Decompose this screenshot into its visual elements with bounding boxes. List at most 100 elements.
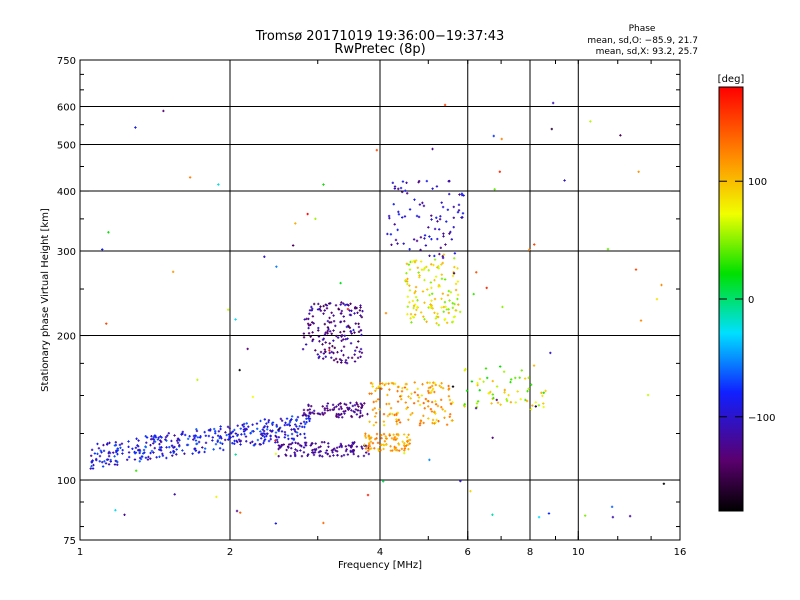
data-point [430,389,434,392]
data-point [118,443,122,447]
data-point [542,402,545,405]
data-point [335,414,338,418]
data-point [378,384,382,388]
data-point [100,451,103,454]
data-point [298,443,302,447]
data-point [265,422,268,425]
data-point [280,419,284,422]
data-point [303,318,306,321]
data-point [359,415,362,418]
data-point [114,459,117,463]
data-point [161,452,164,456]
data-point [444,243,447,246]
data-point [335,446,339,449]
data-point [328,330,332,333]
data-point [261,428,264,431]
data-point [203,450,206,454]
data-point [287,437,290,441]
data-point [353,403,357,407]
data-point [321,338,325,341]
data-point [169,451,172,454]
data-point [307,404,310,408]
data-point [427,417,430,420]
data-point [454,282,458,286]
data-point [326,329,329,333]
data-point [308,408,312,411]
data-point [318,450,322,453]
data-point [317,412,321,415]
data-point [491,393,495,396]
stats-line-o: mean, sd,O: −85.9, 21.7 [587,36,698,46]
data-point [107,463,111,466]
data-point [357,405,360,408]
data-point [274,431,278,434]
data-point [379,382,382,385]
data-point [362,454,366,458]
data-point [403,451,406,455]
data-point [489,390,492,394]
data-point [307,326,310,330]
data-point [285,417,289,420]
data-point [328,342,331,345]
data-point [274,439,277,442]
data-point [192,438,195,441]
data-point [398,449,401,452]
data-point [403,445,407,448]
data-point [421,290,425,293]
data-point [419,260,423,263]
data-point [317,335,321,338]
data-point [331,451,334,454]
data-point [343,402,346,406]
data-point [373,415,377,418]
data-point [525,399,529,403]
data-point [406,443,409,447]
y-tick-label: 500 [57,141,76,152]
data-point [326,407,329,410]
data-point [359,304,362,307]
data-point [502,370,506,373]
x-tick-label: 1 [77,547,83,558]
data-point [304,343,308,346]
colorbar-label: [deg] [718,74,745,85]
data-point [263,432,267,436]
data-point [236,440,239,444]
data-point [427,269,430,272]
x-tick-label: 16 [674,547,687,558]
data-point [534,401,538,404]
data-point [376,441,380,445]
data-point [342,315,345,318]
data-point [406,439,409,443]
data-point [423,301,426,304]
data-point [327,442,330,445]
data-point [176,441,180,445]
data-point [152,451,155,454]
data-point [361,309,364,313]
data-point [158,448,161,451]
data-point [396,385,400,389]
colorbar-tick-label: 0 [748,295,754,306]
data-point [433,254,436,258]
data-point [89,467,92,470]
data-point [326,332,329,335]
data-point [245,422,248,425]
data-point [384,437,388,440]
data-point [406,305,410,308]
data-point [431,187,434,190]
data-point [234,432,238,435]
data-point [188,435,191,438]
data-point [406,277,409,281]
data-point [249,431,253,435]
data-point [269,435,272,438]
data-point [492,134,495,138]
data-point [407,263,411,266]
data-point [391,181,395,185]
data-point [375,432,379,436]
data-point [321,343,324,346]
data-point [449,230,452,234]
data-point [274,452,278,456]
data-point [345,303,349,306]
data-point [312,453,316,457]
data-point [437,285,440,288]
data-point [388,434,391,437]
data-point [263,418,267,421]
